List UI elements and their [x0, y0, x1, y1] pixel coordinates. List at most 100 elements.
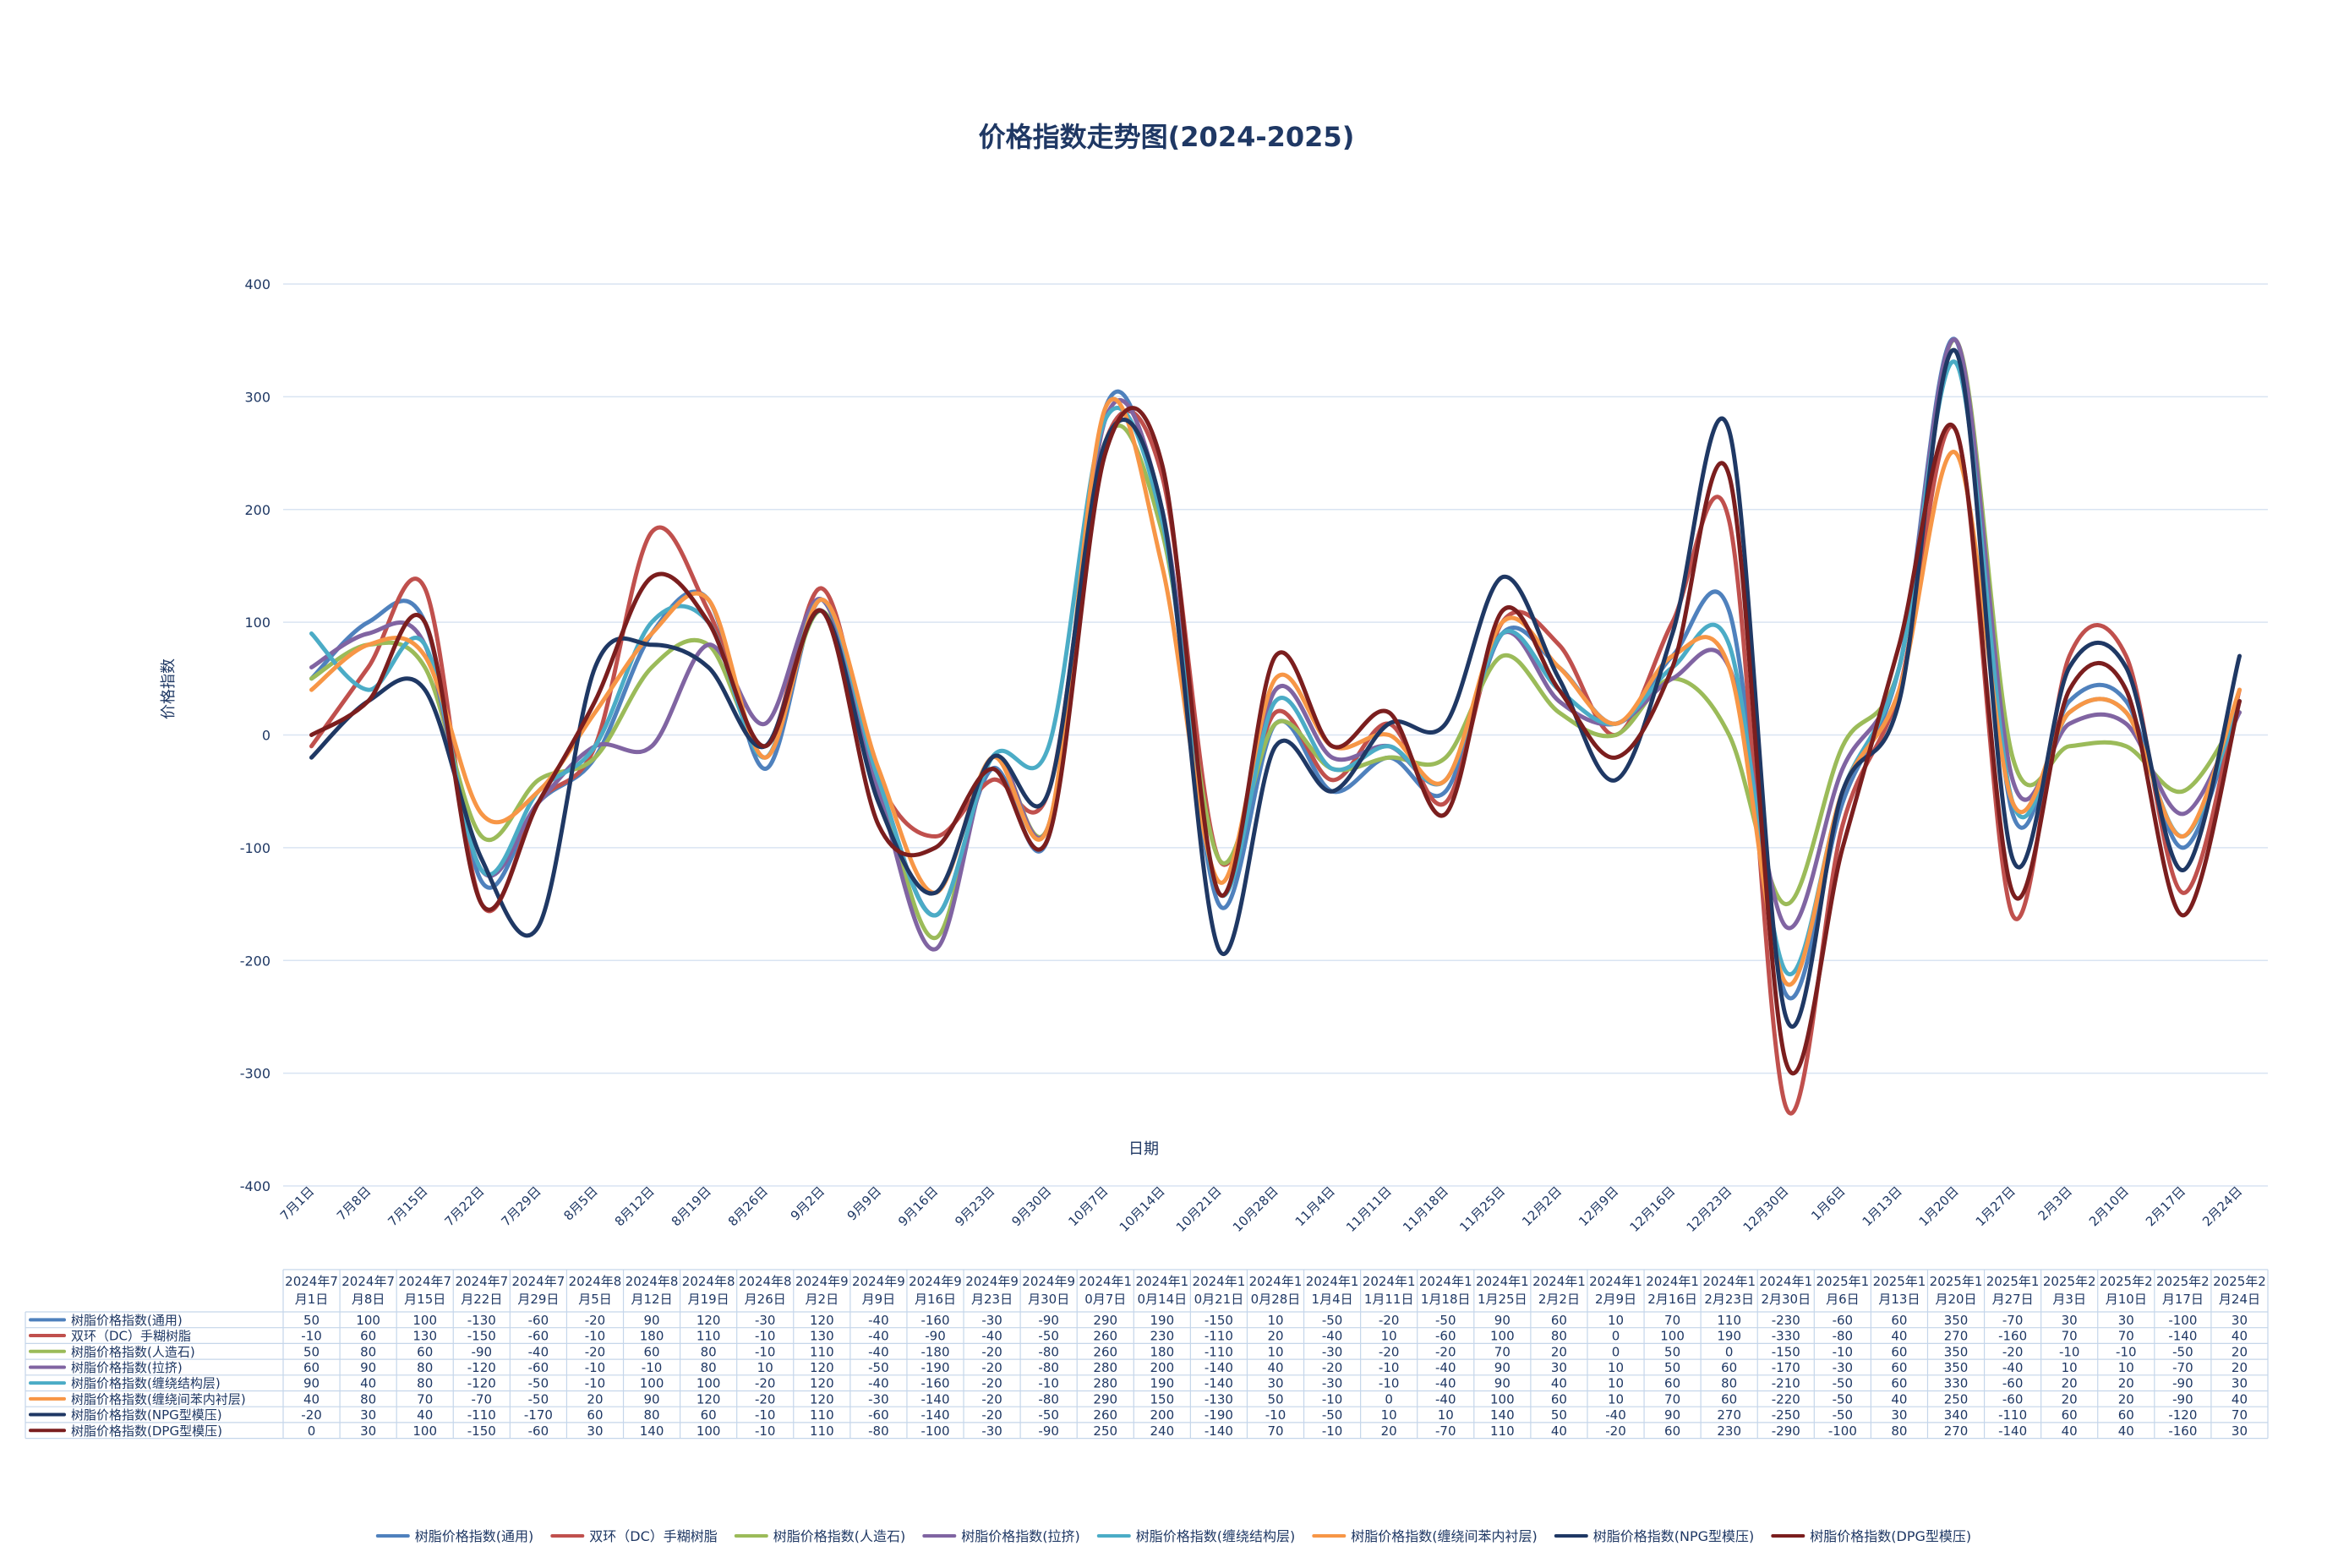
table-value-cell: 140: [1490, 1407, 1515, 1423]
table-value-cell: -10: [755, 1407, 776, 1423]
table-value-cell: 60: [1891, 1376, 1907, 1391]
table-header-date-line2: 月26日: [745, 1292, 786, 1307]
table-value-cell: 80: [360, 1344, 376, 1359]
table-value-cell: 20: [2118, 1376, 2134, 1391]
x-category-label: 10月7日: [1065, 1183, 1111, 1229]
x-category-label: 12月30日: [1740, 1183, 1792, 1235]
table-value-cell: 60: [360, 1329, 376, 1344]
table-header-date-line2: 月5日: [578, 1292, 612, 1307]
table-value-cell: 90: [1494, 1313, 1510, 1328]
table-value-cell: -40: [868, 1376, 889, 1391]
table-series-name: 树脂价格指数(人造石): [71, 1344, 195, 1359]
table-value-cell: 0: [1612, 1329, 1620, 1344]
table-value-cell: 80: [701, 1360, 717, 1375]
table-value-cell: -20: [2002, 1344, 2024, 1359]
table-header-date-line1: 2024年8: [569, 1274, 622, 1289]
table-header-date-line2: 月6日: [1826, 1292, 1860, 1307]
table-value-cell: 40: [1551, 1423, 1567, 1439]
table-value-cell: -20: [1322, 1360, 1343, 1375]
table-value-cell: 80: [417, 1360, 433, 1375]
x-category-label: 1月27日: [1973, 1183, 2019, 1229]
table-header-date-line1: 2025年1: [1986, 1274, 2040, 1289]
table-value-cell: 10: [757, 1360, 773, 1375]
table-value-cell: 180: [1150, 1344, 1175, 1359]
series-line-7: [309, 347, 2242, 1029]
table-value-cell: 190: [1150, 1376, 1175, 1391]
table-value-cell: -50: [2172, 1344, 2193, 1359]
table-value-cell: -150: [467, 1423, 496, 1439]
table-value-cell: 0: [1612, 1344, 1620, 1359]
y-tick-label: 300: [244, 389, 270, 405]
table-value-cell: 100: [1490, 1329, 1515, 1344]
x-category-label: 7月15日: [385, 1183, 430, 1229]
table-header-date-line1: 2024年7: [398, 1274, 451, 1289]
table-value-cell: 60: [1891, 1344, 1907, 1359]
table-value-cell: 80: [1891, 1423, 1907, 1439]
table-value-cell: -160: [920, 1313, 949, 1328]
table-value-cell: -50: [1833, 1376, 1854, 1391]
chart-title: 价格指数走势图(2024-2025): [979, 121, 1355, 153]
table-value-cell: 70: [1494, 1344, 1510, 1359]
table-value-cell: 60: [644, 1344, 660, 1359]
table-header-date-line2: 月17日: [2162, 1292, 2204, 1307]
table-series-name: 树脂价格指数(缠绕结构层): [71, 1376, 221, 1391]
x-category-label: 10月28日: [1230, 1183, 1281, 1235]
table-value-cell: 110: [810, 1423, 834, 1439]
x-category-label: 12月23日: [1684, 1183, 1735, 1235]
table-value-cell: -100: [1828, 1423, 1857, 1439]
table-header-date-line2: 0月28日: [1251, 1292, 1301, 1307]
table-value-cell: -10: [755, 1329, 776, 1344]
x-category-label: 11月11日: [1343, 1183, 1395, 1235]
table-value-cell: 40: [303, 1391, 320, 1407]
table-value-cell: 250: [1093, 1423, 1117, 1439]
x-category-label: 2月24日: [2199, 1183, 2245, 1229]
table-value-cell: -160: [2168, 1423, 2197, 1439]
table-header-date-line2: 1月11日: [1364, 1292, 1414, 1307]
table-value-cell: 30: [2118, 1313, 2134, 1328]
table-value-cell: 110: [697, 1329, 721, 1344]
table-value-cell: -230: [1772, 1313, 1800, 1328]
table-value-cell: -180: [920, 1344, 949, 1359]
table-value-cell: 90: [1494, 1360, 1510, 1375]
table-value-cell: 20: [1381, 1423, 1397, 1439]
table-series-name: 树脂价格指数(DPG型模压): [71, 1423, 222, 1439]
x-category-label: 8月12日: [612, 1183, 658, 1229]
table-value-cell: 260: [1093, 1407, 1117, 1423]
table-header-date-line1: 2024年9: [909, 1274, 962, 1289]
table-value-cell: -20: [981, 1360, 1002, 1375]
y-tick-label: -100: [240, 840, 270, 856]
table-value-cell: -50: [1038, 1407, 1059, 1423]
table-value-cell: -30: [981, 1313, 1002, 1328]
legend-item: 树脂价格指数(人造石): [734, 1528, 905, 1544]
table-value-cell: 70: [1664, 1391, 1680, 1407]
x-category-label: 11月4日: [1292, 1183, 1338, 1229]
table-value-cell: -20: [1435, 1344, 1456, 1359]
table-header-date-line1: 2025年2: [2043, 1274, 2096, 1289]
table-value-cell: 30: [2062, 1313, 2078, 1328]
table-value-cell: 90: [360, 1360, 376, 1375]
table-value-cell: -190: [1205, 1407, 1233, 1423]
table-header-date-line2: 2月23日: [1704, 1292, 1754, 1307]
x-category-label: 9月9日: [844, 1183, 884, 1223]
table-series-name: 树脂价格指数(缠绕间苯内衬层): [71, 1391, 246, 1407]
y-tick-label: 400: [244, 276, 270, 292]
table-value-cell: -150: [467, 1329, 496, 1344]
table-value-cell: -110: [1205, 1329, 1233, 1344]
y-axis-ticks: 400 300 200 100 0 -100 -200 -300 -400: [240, 276, 270, 1194]
table-value-cell: -80: [1038, 1391, 1059, 1407]
series-line-6: [309, 396, 2242, 987]
table-value-cell: 40: [417, 1407, 433, 1423]
table-value-cell: -140: [920, 1391, 949, 1407]
table-value-cell: -290: [1772, 1423, 1800, 1439]
table-value-cell: 30: [2232, 1376, 2248, 1391]
table-value-cell: 110: [1490, 1423, 1515, 1439]
table-value-cell: -140: [1205, 1376, 1233, 1391]
table-value-cell: 130: [810, 1329, 834, 1344]
table-value-cell: 70: [1267, 1423, 1283, 1439]
table-value-cell: 10: [2062, 1360, 2078, 1375]
table-value-cell: 30: [360, 1407, 376, 1423]
table-header-date-line2: 1月18日: [1421, 1292, 1471, 1307]
y-tick-label: 100: [244, 615, 270, 631]
data-table: 2024年7 月1日 2024年7 月8日 2024年7 月15日 2024年7 月22日 20…: [25, 1269, 2269, 1440]
